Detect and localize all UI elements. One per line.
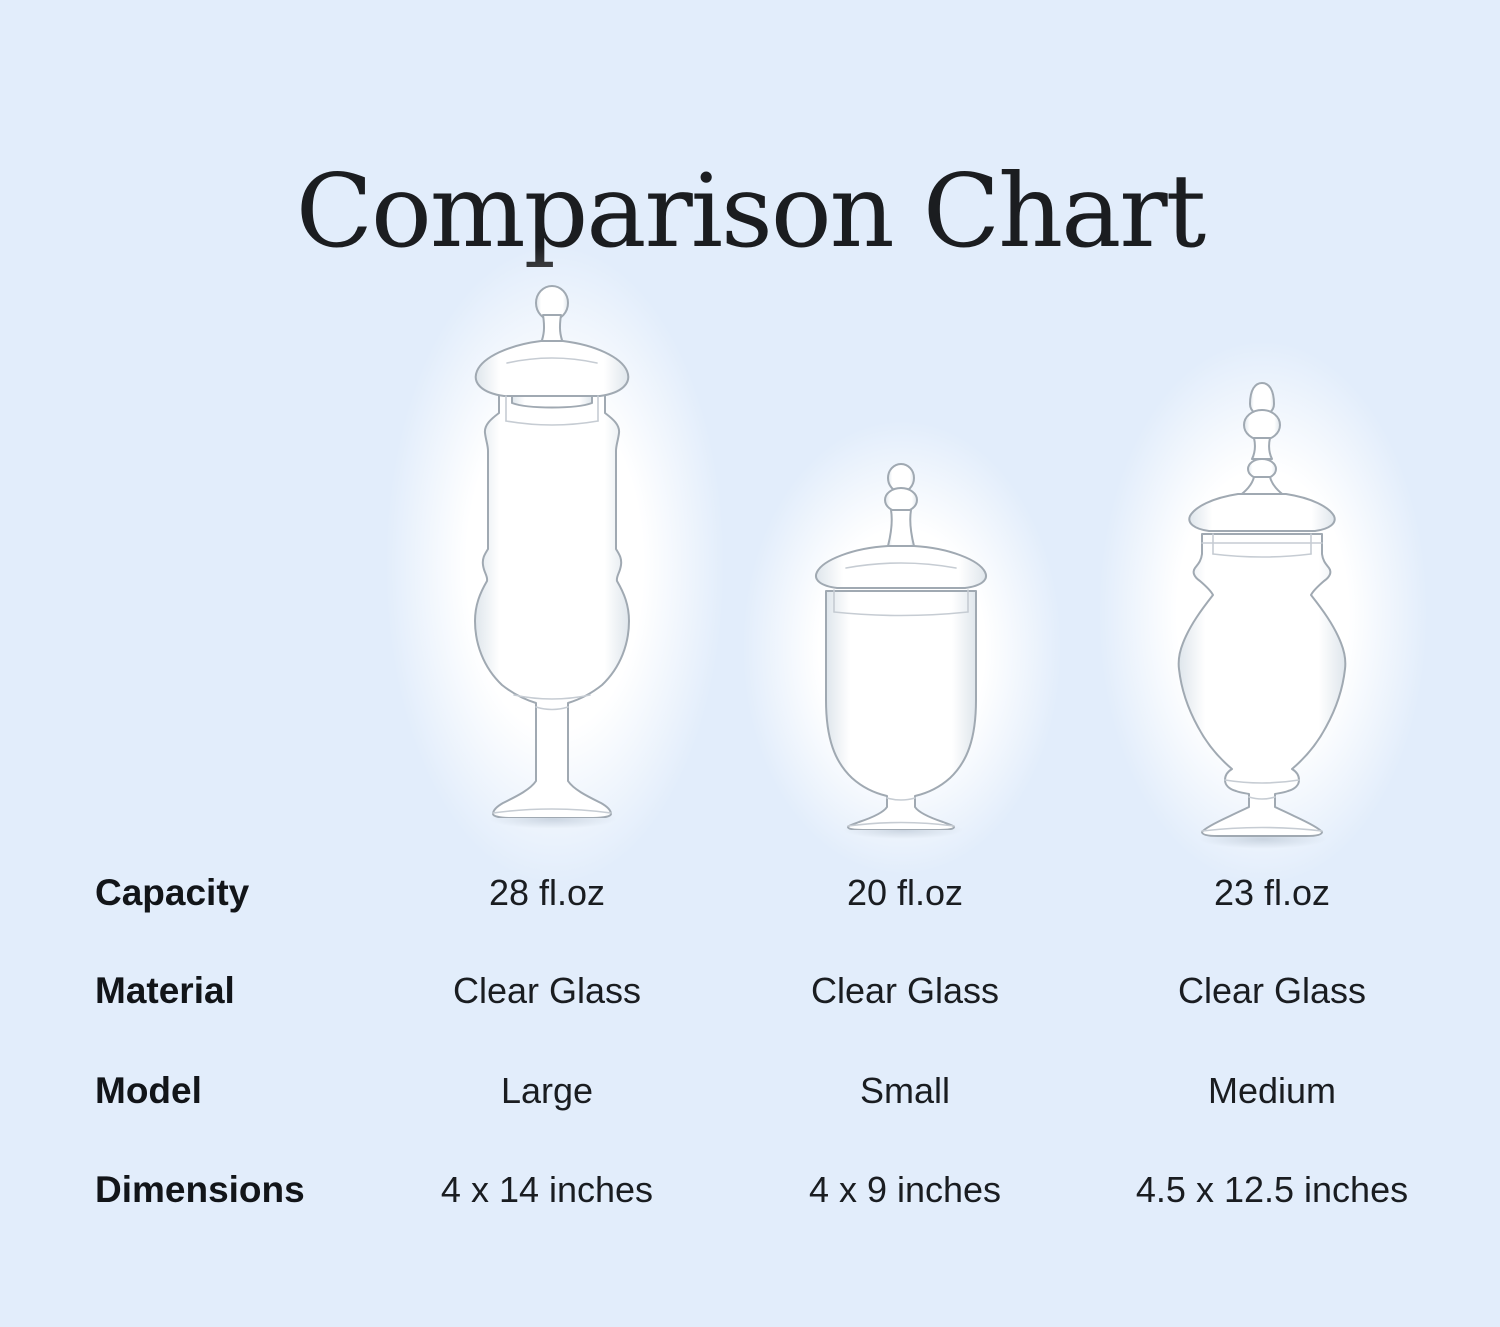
row-label-model: Model (95, 1070, 202, 1111)
capacity-value-medium: 23 fl.oz (1213, 872, 1331, 913)
model-value-small: Small (859, 1070, 951, 1111)
row-label-capacity: Capacity (95, 872, 250, 913)
capacity-value-small: 20 fl.oz (846, 872, 964, 913)
dimensions-value-small: 4 x 9 inches (808, 1169, 1002, 1210)
dimensions-value-large: 4 x 14 inches (440, 1169, 654, 1210)
capacity-value-large: 28 fl.oz (488, 872, 606, 913)
medium-apothecary-jar-image (1177, 382, 1347, 837)
material-value-medium: Clear Glass (1177, 970, 1367, 1011)
material-value-large: Clear Glass (452, 970, 642, 1011)
large-apothecary-jar-image (474, 285, 630, 818)
row-label-material: Material (95, 970, 235, 1011)
model-value-large: Large (500, 1070, 594, 1111)
material-value-small: Clear Glass (810, 970, 1000, 1011)
small-apothecary-jar-image (815, 463, 987, 830)
dimensions-value-medium: 4.5 x 12.5 inches (1135, 1169, 1409, 1210)
row-label-dimensions: Dimensions (95, 1169, 305, 1210)
page-title: Comparison Chart (295, 151, 1207, 270)
model-value-medium: Medium (1207, 1070, 1337, 1111)
